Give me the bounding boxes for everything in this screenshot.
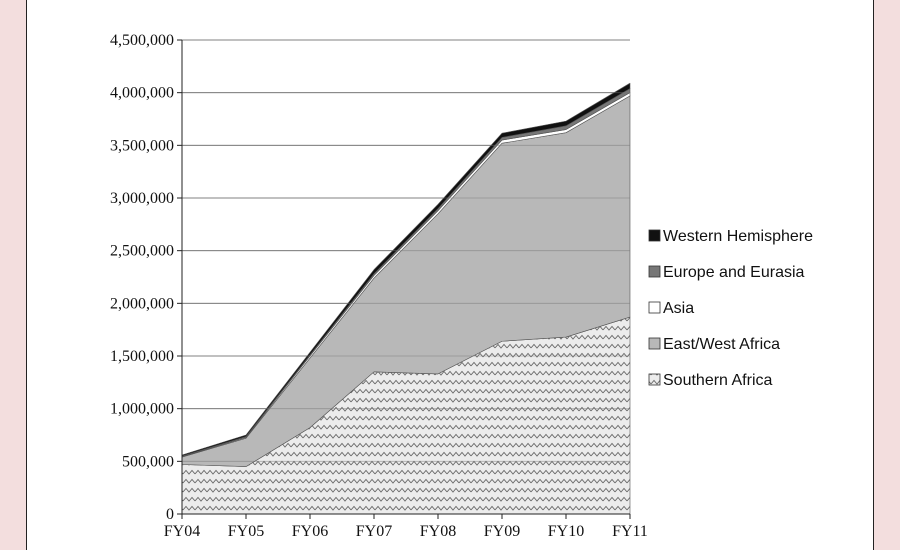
overlay-gridlines — [182, 39, 630, 462]
legend-swatch-asia — [648, 301, 661, 314]
y-tick-label-2: 1,000,000 — [110, 401, 174, 418]
legend-label-western-hemisphere: Western Hemisphere — [663, 228, 813, 245]
x-axis-tick-labels: FY04 FY05 FY06 FY07 FY08 FY09 FY10 FY11 — [164, 523, 648, 540]
legend: Western Hemisphere Europe and Eurasia Asia… — [648, 228, 813, 389]
legend-label-east-west-africa: East/West Africa — [663, 336, 780, 353]
stacked-area-chart: 0 500,000 1,000,000 1,500,000 2,000,000 2,500… — [110, 32, 813, 540]
y-tick-label-1: 500,000 — [122, 453, 174, 470]
legend-swatch-europe-and-eurasia — [648, 265, 661, 278]
legend-swatch-southern-africa — [648, 373, 661, 386]
legend-swatch-east-west-africa — [648, 337, 661, 350]
x-tick-label-fy04: FY04 — [164, 523, 200, 540]
x-tick-label-fy09: FY09 — [484, 523, 520, 540]
x-tick-label-fy06: FY06 — [292, 523, 328, 540]
area-layer — [181, 82, 631, 515]
chart-frame: 0 500,000 1,000,000 1,500,000 2,000,000 2,500… — [26, 0, 874, 550]
y-tick-label-7: 3,500,000 — [110, 137, 174, 154]
x-tick-label-fy08: FY08 — [420, 523, 456, 540]
y-tick-label-4: 2,000,000 — [110, 295, 174, 312]
legend-label-southern-africa: Southern Africa — [663, 372, 773, 389]
legend-label-europe-and-eurasia: Europe and Eurasia — [663, 264, 805, 281]
y-axis-tick-labels: 0 500,000 1,000,000 1,500,000 2,000,000 2,500… — [110, 32, 174, 523]
y-tick-label-0: 0 — [166, 506, 174, 523]
y-tick-label-3: 1,500,000 — [110, 348, 174, 365]
legend-swatch-western-hemisphere — [648, 229, 661, 242]
y-tick-label-8: 4,000,000 — [110, 85, 174, 102]
y-tick-label-5: 2,500,000 — [110, 243, 174, 260]
area-western-hemisphere — [181, 82, 631, 457]
x-tick-label-fy05: FY05 — [228, 523, 264, 540]
x-tick-label-fy10: FY10 — [548, 523, 584, 540]
legend-label-asia: Asia — [663, 300, 694, 317]
y-tick-label-6: 3,000,000 — [110, 190, 174, 207]
axes — [177, 39, 631, 519]
x-tick-label-fy11: FY11 — [612, 523, 648, 540]
x-tick-label-fy07: FY07 — [356, 523, 392, 540]
y-tick-label-9: 4,500,000 — [110, 32, 174, 49]
